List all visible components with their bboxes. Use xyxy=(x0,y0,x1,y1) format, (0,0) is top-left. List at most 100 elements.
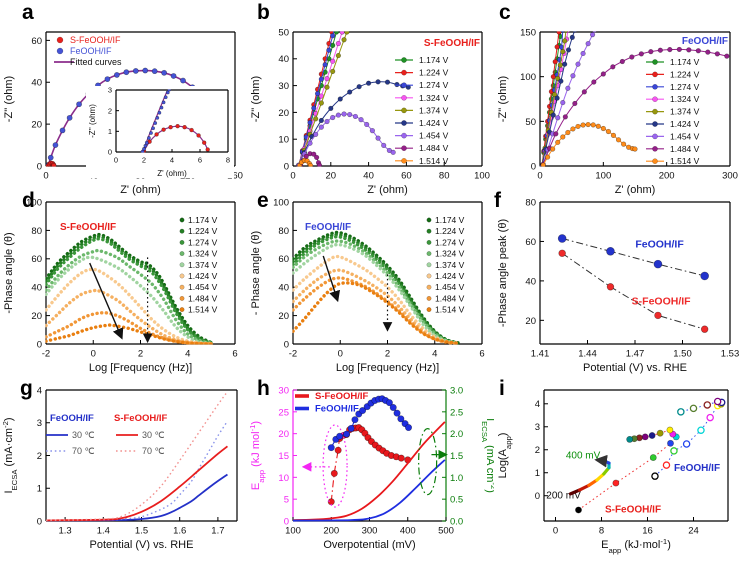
annotation-text: FeOOH/IF xyxy=(674,463,720,474)
svg-text:1.174 V: 1.174 V xyxy=(670,57,700,67)
panel-h: h 100 200 300 400 500 0 5 10 15 20 25 30 0.0 0.5 1.0 1.… xyxy=(247,377,495,563)
svg-text:40: 40 xyxy=(31,78,42,89)
series-v1484 xyxy=(292,276,461,345)
svg-text:1.484 V: 1.484 V xyxy=(435,293,465,303)
svg-text:2: 2 xyxy=(535,445,540,456)
svg-text:30 ℃: 30 ℃ xyxy=(72,430,95,440)
series-v1374 xyxy=(45,255,214,345)
svg-text:40: 40 xyxy=(363,171,374,182)
nyquist-inset-chart: 0 2 4 6 8 0 1 2 3 Z' (ohm) -Z'' (ohm) xyxy=(86,86,234,178)
annotation-text: 400 mV xyxy=(566,450,601,461)
svg-text:3: 3 xyxy=(37,418,42,429)
svg-text:150: 150 xyxy=(520,27,536,38)
svg-text:1.484 V: 1.484 V xyxy=(419,143,449,153)
svg-text:40: 40 xyxy=(31,283,42,294)
svg-text:Potential (V) vs. RHE: Potential (V) vs. RHE xyxy=(90,539,194,551)
compensation-chart-i: 0 8 16 24 0 1 2 3 4 Eapp (kJ·mol-1) Log(Aapp) 400 m… xyxy=(497,389,729,555)
series-feooh-30 xyxy=(45,473,228,522)
svg-text:400: 400 xyxy=(400,526,416,537)
svg-text:Z' (ohm): Z' (ohm) xyxy=(615,184,656,196)
svg-text:1.454 V: 1.454 V xyxy=(435,282,465,292)
axes: 1.41 1.44 1.47 1.50 1.53 20 40 60 80 Potential (V… xyxy=(497,197,739,374)
axes: 0 20 40 60 80 100 0 10 20 30 40 50 Z' (ohm) -Z'' (ohm… xyxy=(250,27,490,196)
svg-text:20: 20 xyxy=(278,311,289,322)
svg-text:S-FeOOH/IF: S-FeOOH/IF xyxy=(315,391,369,402)
svg-text:1.454 V: 1.454 V xyxy=(419,131,449,141)
svg-text:8: 8 xyxy=(599,526,604,537)
svg-text:Eapp (kJ·mol-1): Eapp (kJ·mol-1) xyxy=(601,537,671,555)
series-v1454 xyxy=(296,111,396,167)
svg-text:400 mV: 400 mV xyxy=(566,450,601,461)
svg-text:8: 8 xyxy=(226,156,230,165)
svg-text:IECSA (mA cm-2): IECSA (mA cm-2) xyxy=(481,418,495,493)
series-v1484 xyxy=(540,46,730,167)
annotation-text: FeOOH/IF xyxy=(305,222,351,233)
svg-text:1.50: 1.50 xyxy=(673,349,692,360)
svg-text:-Z'' (ohm): -Z'' (ohm) xyxy=(250,76,262,122)
svg-text:S-FeOOH/IF: S-FeOOH/IF xyxy=(424,38,480,49)
svg-text:1.514 V: 1.514 V xyxy=(435,305,465,315)
svg-text:1.44: 1.44 xyxy=(578,349,597,360)
svg-text:1.514 V: 1.514 V xyxy=(188,305,218,315)
svg-text:FeOOH/IF: FeOOH/IF xyxy=(682,36,728,47)
annotation-curve xyxy=(568,454,611,496)
svg-text:50: 50 xyxy=(278,27,289,38)
svg-text:100: 100 xyxy=(520,72,536,83)
series-s-feooh-if xyxy=(141,123,210,153)
svg-text:-Z'' (ohm): -Z'' (ohm) xyxy=(497,76,509,122)
annotation-text: 30 ℃ xyxy=(72,430,95,440)
svg-text:1.424 V: 1.424 V xyxy=(670,119,700,129)
svg-text:2: 2 xyxy=(385,349,390,360)
panel-e: e -2 0 2 4 6 0 20 40 60 80 100 Log [Frequency (Hz)]… xyxy=(247,190,494,382)
svg-text:6: 6 xyxy=(232,349,237,360)
svg-text:Z' (ohm): Z' (ohm) xyxy=(120,184,161,196)
svg-text:500: 500 xyxy=(438,526,454,537)
svg-text:25: 25 xyxy=(278,407,289,418)
svg-text:1.424 V: 1.424 V xyxy=(435,271,465,281)
legend: S-FeOOH/IF FeOOH/IF xyxy=(295,391,369,415)
svg-text:1: 1 xyxy=(37,484,42,495)
annotation-text: S-FeOOH/IF xyxy=(605,504,661,515)
svg-text:0.0: 0.0 xyxy=(450,516,463,527)
panel-label-c: c xyxy=(499,1,511,24)
panel-label-a: a xyxy=(22,1,34,24)
series-feooh-if xyxy=(557,234,709,281)
panel-label-i: i xyxy=(499,377,505,400)
series-iecsa-feooh xyxy=(292,459,446,522)
svg-text:0: 0 xyxy=(37,339,42,350)
annotation-text: 70 ℃ xyxy=(72,446,95,456)
svg-text:-Phase angle (θ): -Phase angle (θ) xyxy=(3,232,15,313)
svg-text:1.0: 1.0 xyxy=(450,473,463,484)
svg-text:2: 2 xyxy=(138,349,143,360)
panel-label-g: g xyxy=(20,377,33,400)
series-v1454 xyxy=(45,288,214,345)
series-v1514 xyxy=(540,121,638,167)
svg-text:40: 40 xyxy=(525,276,536,287)
svg-text:0: 0 xyxy=(537,171,542,182)
svg-text:1.514 V: 1.514 V xyxy=(670,156,700,166)
svg-text:0.5: 0.5 xyxy=(450,495,463,506)
annotation-ellipse xyxy=(322,424,348,508)
svg-text:3: 3 xyxy=(535,422,540,433)
panel-d: d -2 0 2 4 6 0 20 40 60 80 100 Log [Frequency (Hz)]… xyxy=(0,190,247,382)
svg-text:0: 0 xyxy=(37,161,42,172)
svg-text:100: 100 xyxy=(595,171,611,182)
series-v1374 xyxy=(292,242,461,345)
svg-text:1.454 V: 1.454 V xyxy=(670,131,700,141)
series-v1274 xyxy=(45,237,214,345)
panel-label-d: d xyxy=(22,189,35,212)
svg-text:1.484 V: 1.484 V xyxy=(670,144,700,154)
svg-text:1.324 V: 1.324 V xyxy=(670,94,700,104)
svg-text:20: 20 xyxy=(278,429,289,440)
svg-text:200: 200 xyxy=(323,526,339,537)
nyquist-chart-b: 0 20 40 60 80 100 0 10 20 30 40 50 Z' (ohm) -Z'' (ohm… xyxy=(250,27,490,196)
svg-text:1.374 V: 1.374 V xyxy=(670,107,700,117)
svg-text:0: 0 xyxy=(284,339,289,350)
series-v1424 xyxy=(539,31,578,167)
svg-text:Log [Frequency (Hz)]: Log [Frequency (Hz)] xyxy=(336,362,439,374)
panel-label-h: h xyxy=(257,377,270,400)
svg-text:2: 2 xyxy=(37,451,42,462)
svg-text:-2: -2 xyxy=(289,349,297,360)
